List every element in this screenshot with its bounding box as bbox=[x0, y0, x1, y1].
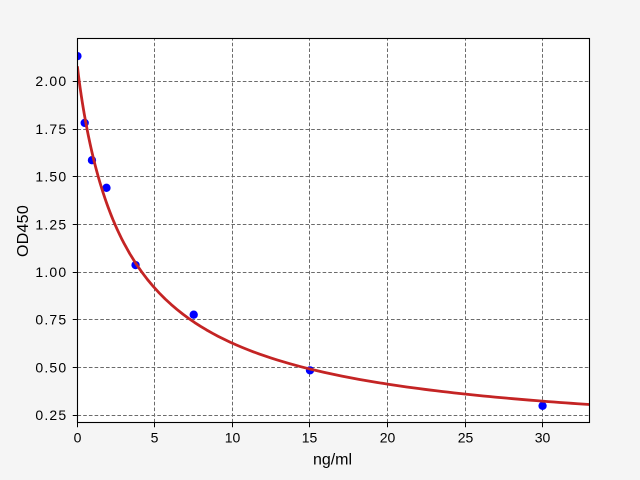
svg-text:25: 25 bbox=[458, 430, 474, 446]
svg-text:0.25: 0.25 bbox=[35, 407, 67, 423]
svg-text:1.00: 1.00 bbox=[35, 264, 67, 280]
svg-text:OD450: OD450 bbox=[15, 205, 32, 257]
svg-text:2.00: 2.00 bbox=[35, 73, 67, 89]
svg-text:20: 20 bbox=[380, 430, 396, 446]
svg-text:1.25: 1.25 bbox=[35, 216, 67, 232]
svg-text:0.75: 0.75 bbox=[35, 312, 67, 328]
svg-text:ng/ml: ng/ml bbox=[313, 451, 352, 468]
svg-text:0.50: 0.50 bbox=[35, 359, 67, 375]
svg-text:1.75: 1.75 bbox=[35, 121, 67, 137]
svg-text:30: 30 bbox=[535, 430, 551, 446]
svg-text:1.50: 1.50 bbox=[35, 169, 67, 185]
svg-text:0: 0 bbox=[74, 430, 82, 446]
svg-text:10: 10 bbox=[225, 430, 241, 446]
svg-text:5: 5 bbox=[151, 430, 159, 446]
svg-text:15: 15 bbox=[302, 430, 318, 446]
